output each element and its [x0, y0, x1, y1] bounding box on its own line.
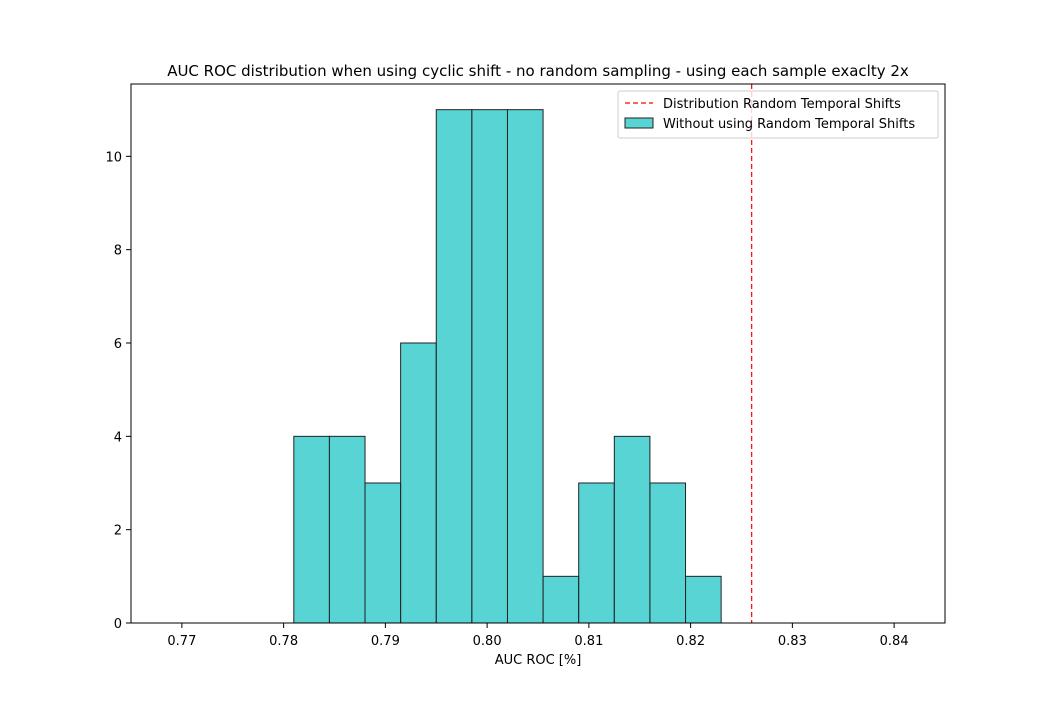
histogram-bar — [578, 482, 615, 624]
y-axis: 0 2 4 6 8 10 — [105, 150, 131, 632]
legend-label-without-shifts: Without using Random Temporal Shifts — [663, 117, 915, 132]
histogram-bar — [435, 109, 473, 624]
histogram-bar — [364, 482, 402, 624]
legend-swatch-bar — [624, 117, 654, 129]
y-tick-label: 8 — [114, 244, 122, 259]
histogram-bar — [400, 342, 437, 624]
histogram-bar — [649, 482, 687, 624]
histogram-bar — [685, 575, 722, 624]
x-tick-label: 0.83 — [778, 634, 807, 649]
legend-box — [617, 90, 939, 139]
histogram-bar — [471, 109, 508, 624]
y-tick-label: 2 — [114, 524, 122, 539]
y-tick-label: 6 — [114, 337, 122, 352]
chart-title: AUC ROC distribution when using cyclic s… — [167, 62, 909, 80]
x-tick-label: 0.79 — [371, 634, 400, 649]
histogram-bar — [542, 575, 580, 624]
x-tick-label: 0.81 — [574, 634, 603, 649]
histogram-bar — [328, 435, 366, 624]
x-tick-label: 0.77 — [167, 634, 196, 649]
y-tick-label: 0 — [114, 617, 122, 632]
histogram-bar — [293, 435, 330, 624]
y-tick-label: 4 — [114, 430, 122, 445]
y-tick-label: 10 — [105, 150, 122, 165]
x-tick-label: 0.82 — [676, 634, 705, 649]
histogram-bar — [506, 109, 544, 624]
x-tick-label: 0.84 — [880, 634, 909, 649]
plot-area-frame — [130, 83, 946, 624]
x-tick-label: 0.80 — [473, 634, 502, 649]
legend: Distribution Random Temporal Shifts With… — [617, 90, 939, 139]
x-tick-label: 0.78 — [269, 634, 298, 649]
legend-label-random-shifts: Distribution Random Temporal Shifts — [663, 97, 901, 112]
x-axis: 0.77 0.78 0.79 0.80 0.81 0.82 0.83 0.84 — [167, 623, 909, 649]
x-axis-title: AUC ROC [%] — [495, 653, 582, 668]
histogram-bar — [613, 435, 651, 624]
histogram-bars — [293, 109, 722, 624]
